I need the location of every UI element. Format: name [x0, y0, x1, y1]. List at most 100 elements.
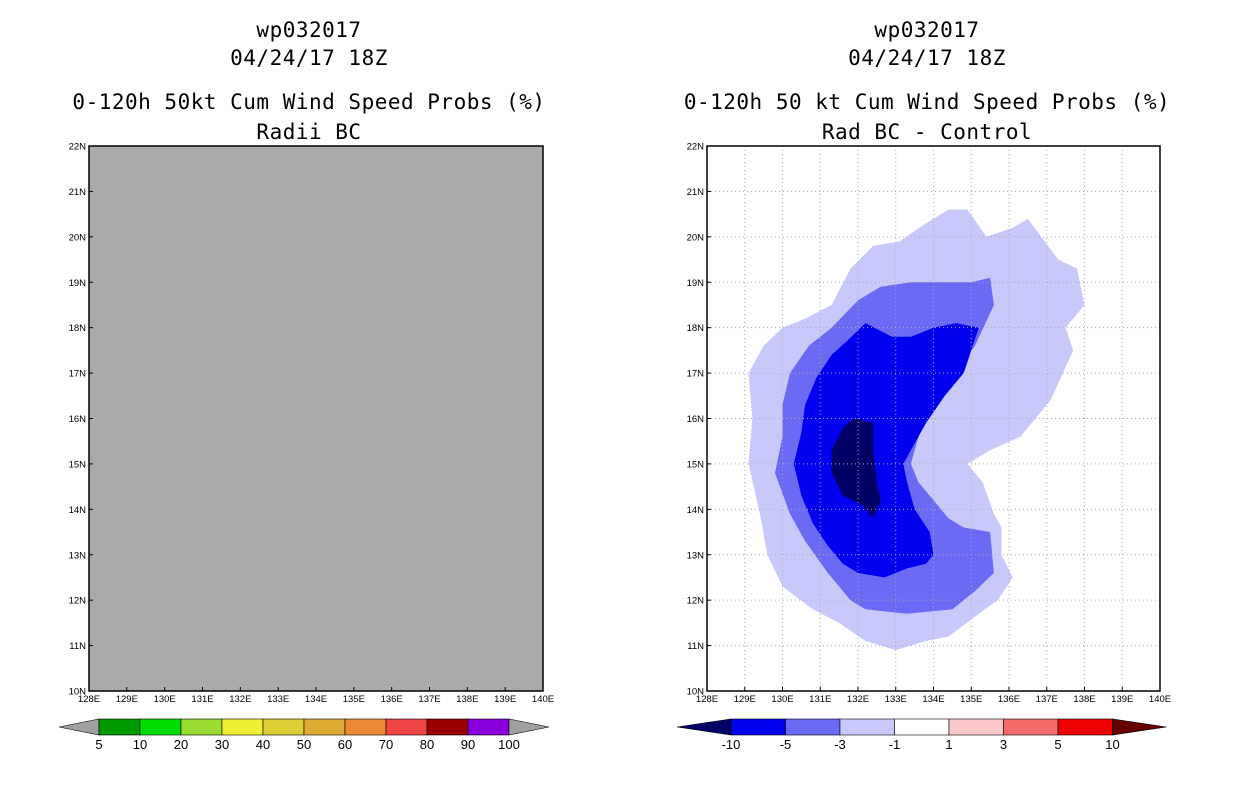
colorbar-end-right: [1112, 718, 1167, 736]
x-tick-label: 137E: [1036, 694, 1058, 705]
y-tick-label: 17N: [687, 369, 705, 380]
x-tick-label: 128E: [696, 694, 718, 705]
x-tick-label: 139E: [494, 694, 516, 705]
colorbar-label: 60: [338, 737, 352, 752]
colorbar-segment: [303, 718, 346, 736]
colorbar-segment: [467, 718, 510, 736]
y-tick-label: 20N: [69, 232, 87, 243]
colorbar-end-left: [676, 718, 732, 736]
colorbar-segment: [948, 718, 1004, 736]
right-difference-map: 128E 129E 130E 131E 132E 133E 134E 135E 136E 137E…: [676, 142, 1171, 752]
y-tick-label: 19N: [687, 278, 705, 289]
x-tick-label: 139E: [1111, 694, 1133, 705]
right-panel: wp032017 04/24/17 18Z 0-120h 50 kt Cum W…: [618, 0, 1236, 800]
left-panel: wp032017 04/24/17 18Z 0-120h 50kt Cum Wi…: [58, 18, 554, 752]
x-tick-label: 128E: [78, 694, 100, 705]
x-tick-label: 138E: [456, 694, 478, 705]
y-tick-label: 22N: [69, 142, 87, 153]
y-tick-label: 13N: [687, 550, 705, 561]
y-tick-label: 19N: [69, 278, 87, 289]
colorbar-end-left: [58, 718, 100, 736]
x-tick-label: 137E: [418, 694, 440, 705]
colorbar-label: 3: [1000, 737, 1007, 752]
x-tick-label: 140E: [532, 694, 554, 705]
colorbar-segment: [98, 718, 141, 736]
x-tick-label: 140E: [1149, 694, 1171, 705]
x-tick-label: 129E: [116, 694, 138, 705]
left-probability-map: 128E 129E 130E 131E 132E 133E 134E 135E 136E 137E…: [58, 142, 554, 752]
y-tick-label: 14N: [687, 505, 705, 516]
y-tick-label: 15N: [687, 459, 705, 470]
colorbar-segment: [839, 718, 895, 736]
plot-area: [89, 146, 543, 691]
y-tick-label: 12N: [69, 596, 87, 607]
x-tick-label: 136E: [998, 694, 1020, 705]
colorbar-end-right: [508, 718, 550, 736]
y-tick-label: 22N: [687, 142, 705, 153]
y-tick-label: 17N: [69, 369, 87, 380]
y-tick-label: 21N: [69, 187, 87, 198]
right-chart-title: 0-120h 50 kt Cum Wind Speed Probs (%): [683, 90, 1171, 114]
right-datetime: 04/24/17 18Z: [848, 46, 1006, 70]
colorbar-label: 90: [461, 737, 475, 752]
colorbar-label: 100: [498, 737, 520, 752]
colorbar-label: 5: [1054, 737, 1061, 752]
x-tick-label: 135E: [960, 694, 982, 705]
y-tick-label: 20N: [687, 232, 705, 243]
y-tick-label: 16N: [69, 414, 87, 425]
x-tick-label: 135E: [343, 694, 365, 705]
y-tick-label: 10N: [687, 687, 705, 698]
x-tick-label: 129E: [734, 694, 756, 705]
left-chart-title: 0-120h 50kt Cum Wind Speed Probs (%): [72, 90, 546, 114]
y-tick-label: 12N: [687, 596, 705, 607]
colorbar-segment: [894, 718, 950, 736]
left-storm-id: wp032017: [256, 18, 362, 42]
colorbar-segment: [1057, 718, 1113, 736]
colorbar-label: -10: [722, 737, 741, 752]
right-storm-id: wp032017: [874, 18, 980, 42]
right-chart-subtitle: Rad BC - Control: [821, 120, 1033, 144]
x-tick-label: 132E: [229, 694, 251, 705]
colorbar-label: -3: [834, 737, 846, 752]
colorbar-segment: [785, 718, 841, 736]
colorbar-label: 1: [945, 737, 952, 752]
colorbar-label: 10: [133, 737, 147, 752]
colorbar-label: 50: [297, 737, 311, 752]
colorbar-segment: [344, 718, 387, 736]
y-tick-label: 11N: [69, 641, 86, 652]
x-tick-label: 134E: [305, 694, 327, 705]
colorbar-label: -5: [780, 737, 792, 752]
colorbar-segment: [221, 718, 264, 736]
colorbar-label: 20: [174, 737, 188, 752]
y-tick-label: 13N: [69, 550, 87, 561]
left-datetime: 04/24/17 18Z: [230, 46, 388, 70]
x-tick-label: 131E: [809, 694, 831, 705]
colorbar-segment: [385, 718, 428, 736]
colorbar-label: 30: [215, 737, 229, 752]
x-tick-label: 136E: [381, 694, 403, 705]
colorbar-label: 80: [420, 737, 434, 752]
x-tick-label: 138E: [1073, 694, 1095, 705]
colorbar-segment: [426, 718, 469, 736]
x-tick-label: 134E: [922, 694, 944, 705]
y-tick-label: 10N: [69, 687, 87, 698]
y-tick-label: 18N: [69, 323, 87, 334]
x-tick-label: 130E: [771, 694, 793, 705]
colorbar-label: 10: [1105, 737, 1119, 752]
y-tick-label: 11N: [687, 641, 704, 652]
x-tick-label: 133E: [885, 694, 907, 705]
colorbar-label: 40: [256, 737, 270, 752]
y-tick-label: 14N: [69, 505, 87, 516]
y-tick-label: 16N: [687, 414, 705, 425]
left-chart-subtitle: Radii BC: [256, 120, 362, 144]
colorbar-segment: [1003, 718, 1059, 736]
colorbar-segment: [139, 718, 182, 736]
colorbar-label: -1: [889, 737, 901, 752]
x-tick-label: 133E: [267, 694, 289, 705]
colorbar-segment: [262, 718, 305, 736]
y-tick-label: 21N: [687, 187, 705, 198]
x-tick-label: 132E: [847, 694, 869, 705]
colorbar-segment: [180, 718, 223, 736]
colorbar-segment: [730, 718, 786, 736]
x-tick-label: 130E: [154, 694, 176, 705]
